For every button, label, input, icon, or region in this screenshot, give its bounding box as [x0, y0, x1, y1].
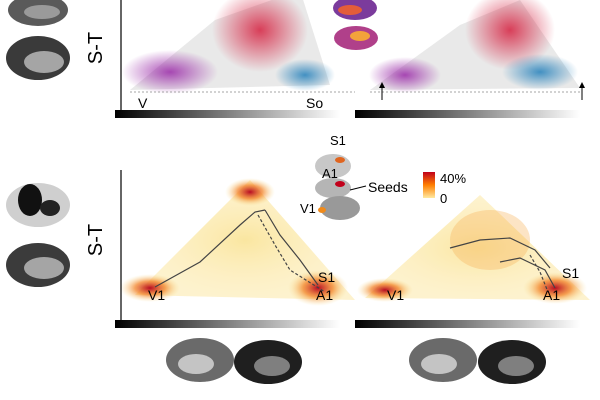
seeds-colorbar [423, 172, 435, 198]
brain-thumb-mid-1 [6, 183, 70, 227]
panel-bottom-left: S1 V1 A1 [115, 170, 355, 328]
label-v: V [138, 95, 148, 111]
top-row: S-T V So [6, 0, 585, 118]
seeds-label: Seeds [368, 179, 408, 195]
trajectory-a1 [257, 214, 326, 293]
scatter-cluster-red [212, 0, 308, 72]
seeds-inset: S1 A1 V1 Seeds 40% 0 [300, 133, 466, 220]
panel-bottom-right: S1 V1 A1 [355, 195, 590, 328]
trajectory-v1 [154, 209, 266, 288]
right-label-v1: V1 [387, 287, 404, 303]
brain-pair-bottom-right [409, 338, 546, 384]
inset-label-s1: S1 [330, 133, 346, 148]
bottom-row: S-T S1 V1 A1 S1 A1 V1 [6, 133, 590, 384]
scatter-cluster-purple [122, 50, 218, 94]
heat-top [225, 178, 275, 206]
label-s1: S1 [318, 269, 335, 285]
axis-label-bottom: S-T [85, 224, 107, 256]
axis-x-gradient [115, 110, 340, 118]
right-label-a1: A1 [543, 287, 560, 303]
right-label-s1: S1 [562, 265, 579, 281]
brain-thumb-mid-2 [6, 243, 70, 287]
label-v1: V1 [148, 287, 165, 303]
trajectory-s1 [264, 209, 319, 286]
inset-label-v1: V1 [300, 201, 316, 216]
brain-inset-top [333, 0, 378, 50]
brain-pair-bottom-left [166, 338, 302, 384]
scatter-cluster-blue [275, 59, 335, 91]
brain-thumb-top-2 [6, 36, 70, 80]
panel-top-right [355, 0, 585, 118]
colorbar-max: 40% [440, 171, 466, 186]
axis-label-top: S-T [85, 32, 107, 64]
brain-thumb-top-1 [8, 0, 68, 26]
panel-top-left: V So [115, 0, 355, 118]
inset-label-a1: A1 [322, 166, 338, 181]
label-so: So [306, 95, 323, 111]
colorbar-min: 0 [440, 191, 447, 206]
label-a1: A1 [316, 287, 333, 303]
